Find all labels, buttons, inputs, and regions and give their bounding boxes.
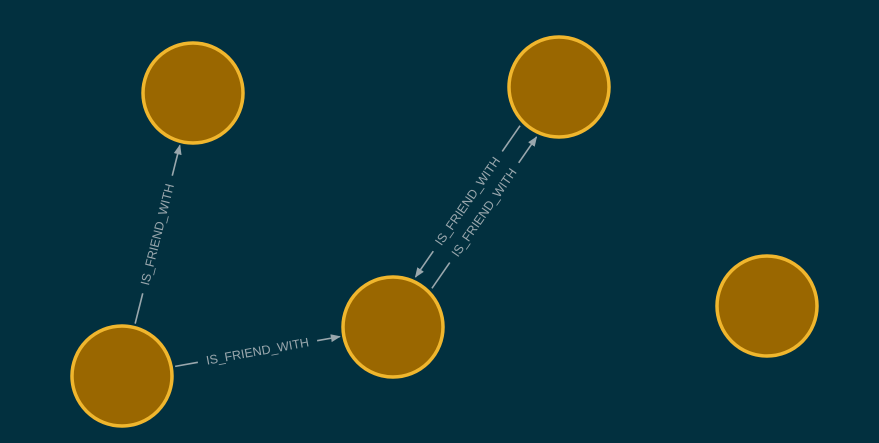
- relationship-line: [501, 125, 521, 152]
- relationship-label: IS_FRIEND_WITH: [205, 335, 310, 367]
- relationship-label: IS_FRIEND_WITH: [138, 182, 177, 286]
- relationship-line: [174, 361, 199, 368]
- relationship-line: [431, 262, 451, 289]
- graph-node[interactable]: [715, 254, 819, 358]
- relationships-layer: IS_FRIEND_WITHIS_FRIEND_WITHIS_FRIEND_WI…: [134, 125, 538, 368]
- relationship-arrow: [518, 136, 538, 164]
- relationship-edge[interactable]: IS_FRIEND_WITH: [414, 125, 521, 278]
- graph-node[interactable]: [70, 324, 174, 428]
- relationship-edge[interactable]: IS_FRIEND_WITH: [174, 334, 341, 368]
- relationship-edge[interactable]: IS_FRIEND_WITH: [134, 144, 182, 324]
- nodes-layer: [70, 35, 819, 428]
- graph-node[interactable]: [341, 275, 445, 379]
- relationship-edge[interactable]: IS_FRIEND_WITH: [431, 136, 538, 289]
- graph-node[interactable]: [507, 35, 611, 139]
- relationship-arrow: [316, 334, 341, 343]
- relationship-line: [134, 293, 144, 324]
- relationship-arrow: [414, 250, 434, 278]
- graph-node[interactable]: [141, 41, 245, 145]
- relationship-arrow: [171, 144, 182, 176]
